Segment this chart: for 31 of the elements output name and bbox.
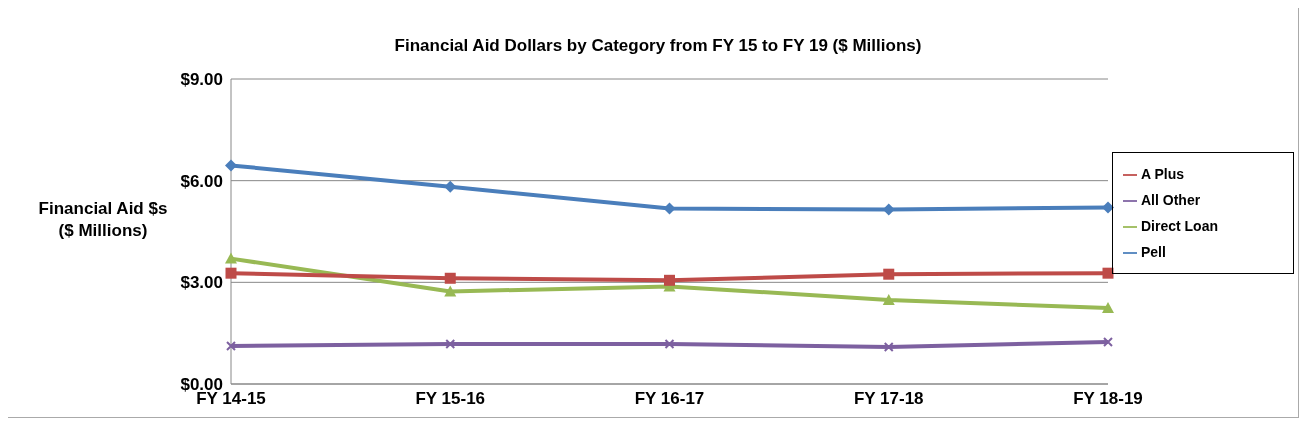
point xyxy=(225,252,237,264)
point xyxy=(1102,201,1114,214)
point xyxy=(444,285,457,297)
point xyxy=(1102,267,1114,279)
point xyxy=(444,272,456,284)
point xyxy=(664,274,675,286)
point xyxy=(225,267,237,279)
legend-label: Direct Loan xyxy=(1141,217,1219,234)
x-tick-label: FY 17-18 xyxy=(853,389,924,409)
x-tick-label: FY 16-17 xyxy=(634,389,705,409)
x-tick-label: FY 14-15 xyxy=(196,389,266,409)
point xyxy=(1102,302,1114,314)
point xyxy=(883,268,895,280)
legend-label: All Other xyxy=(1141,191,1201,208)
y-tick-label: $3.00 xyxy=(180,273,223,293)
point xyxy=(445,339,456,350)
y-axis-title: Financial Aid $s ($ Millions) xyxy=(38,198,168,242)
y-tick-label: $9.00 xyxy=(180,70,223,90)
point xyxy=(882,293,895,305)
point xyxy=(664,339,675,350)
chart-title: Financial Aid Dollars by Category from FY 15 to FY 19 ($ Millions) xyxy=(393,36,923,56)
x-tick-label: FY 15-16 xyxy=(415,389,486,409)
point xyxy=(225,159,237,172)
legend-label: Pell xyxy=(1141,243,1166,260)
point xyxy=(883,342,894,353)
y-tick-label: $6.00 xyxy=(180,171,223,191)
point xyxy=(1103,336,1113,347)
legend-label: A Plus xyxy=(1141,165,1185,182)
x-tick-label: FY 18-19 xyxy=(1073,389,1143,409)
point xyxy=(444,180,457,193)
point xyxy=(226,341,236,352)
